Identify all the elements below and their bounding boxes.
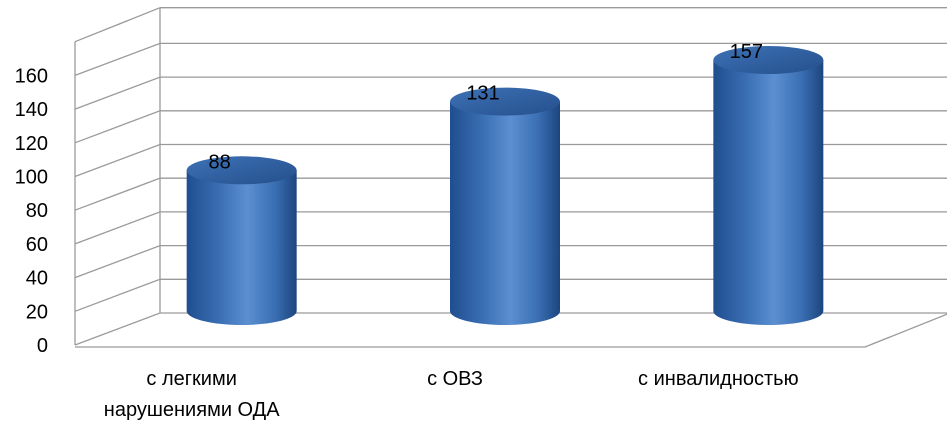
- x-tick-label: с ОВЗ: [427, 368, 483, 390]
- y-axis: 0 20 40 60 80 100 120 140 160: [15, 65, 48, 357]
- x-axis: с легкими нарушениями ОДА с ОВЗ с инвалидно…: [104, 368, 799, 421]
- data-label: 131: [466, 83, 499, 105]
- bar-top: [186, 156, 297, 185]
- y-tick-label: 160: [15, 65, 48, 87]
- y-tick-label: 40: [26, 268, 48, 290]
- bar: [186, 170, 297, 325]
- x-tick-label: нарушениями ОДА: [104, 399, 280, 421]
- x-tick-label: с легкими: [146, 368, 237, 390]
- y-tick-label: 100: [15, 167, 48, 189]
- bar: [713, 60, 824, 325]
- axis-wall-edge: [74, 7, 161, 43]
- y-tick-label: 140: [15, 99, 48, 121]
- y-tick-label: 60: [26, 234, 48, 256]
- y-tick-label: 80: [26, 200, 48, 222]
- bar: [450, 101, 560, 325]
- axis-wall-edge: [75, 313, 947, 348]
- y-tick-label: 120: [15, 133, 48, 155]
- bar-top: [450, 87, 560, 116]
- data-label: 157: [730, 41, 763, 63]
- data-label: 88: [209, 151, 231, 173]
- bar-top: [713, 46, 824, 74]
- x-tick-label: с инвалидностью: [638, 368, 799, 390]
- y-tick-label: 0: [37, 335, 48, 357]
- y-tick-label: 20: [26, 301, 48, 323]
- bars: [186, 46, 824, 325]
- data-labels: 88 131 157: [209, 41, 763, 173]
- gridlines: [74, 7, 947, 348]
